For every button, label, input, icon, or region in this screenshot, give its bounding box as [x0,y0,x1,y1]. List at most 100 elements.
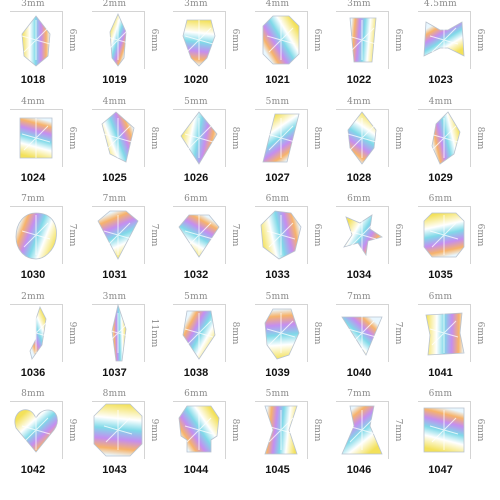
gem-card: 2mm 6mm 1019 [84,0,167,97]
gem-card: 5mm 8mm 1038 [165,292,248,390]
rhinestone-parallelogram-icon [255,110,307,166]
width-label: 3mm [184,0,208,9]
product-code: 1046 [346,464,372,476]
width-guide-line [417,206,470,207]
width-label: 5mm [184,96,208,107]
width-label: 6mm [428,389,453,399]
height-guide-line [143,206,145,264]
gem-card: 6mm 8mm 1044 [165,389,248,487]
gem-card: 8mm 9mm 1043 [84,389,167,487]
rhinestone-bell-icon [336,402,388,458]
width-label: 4mm [265,0,290,9]
width-label: 6mm [184,194,208,204]
product-code: 1023 [428,74,453,86]
rhinestone-rhombus-icon [173,110,225,166]
rhinestone-kite-icon [92,110,144,166]
height-label: 8mm [230,321,240,344]
rhinestone-square-wave-icon [418,305,470,361]
product-code: 1039 [265,366,290,379]
width-guide-line [417,401,470,402]
rhinestone-heart-round-icon [10,207,62,263]
width-label: 5mm [265,389,290,399]
product-code: 1026 [183,171,209,184]
width-label: 3mm [347,0,371,9]
height-guide-line [62,206,63,264]
gem-card: 4.5mm 6mm 1023 [410,0,493,97]
rhinestone-leaf-icon [418,110,470,166]
height-label: 8mm [311,418,322,442]
height-guide-line [225,108,226,167]
height-guide-line [225,11,226,69]
height-guide-line [388,206,389,264]
height-label: 6mm [474,321,485,344]
width-label: 8mm [21,389,45,399]
height-guide-line [469,11,471,69]
width-guide-line [10,108,62,110]
rhinestone-triangle-icon [336,305,388,361]
gem-card: 4mm 8mm 1025 [84,96,167,195]
product-code: 1033 [265,269,290,281]
width-label: 7mm [347,291,371,302]
height-label: 6mm [148,28,159,52]
width-label: 4mm [428,96,453,107]
product-code: 1018 [20,74,46,86]
width-guide-line [173,206,225,207]
width-label: 4.5mm [424,0,457,9]
rhinestone-diamond-icon [173,207,225,263]
width-guide-line [254,108,307,110]
rhinestone-bow-icon [418,12,470,68]
width-guide-line [254,206,307,207]
rhinestone-teardrop-icon [10,12,62,68]
rhinestone-skull-icon [173,402,225,458]
height-label: 6mm [311,223,322,247]
gem-card: 6mm 6mm 1041 [410,292,493,390]
width-guide-line [10,401,62,402]
product-code: 1028 [346,171,372,184]
product-code: 1029 [428,171,453,184]
height-guide-line [306,401,308,459]
height-label: 6mm [67,28,77,52]
height-label: 8mm [230,418,240,442]
width-guide-line [336,108,388,110]
gem-card: 3mm 6mm 1018 [2,0,85,97]
width-guide-line [91,108,144,110]
width-label: 6mm [265,194,290,204]
gem-card: 4mm 8mm 1029 [410,96,493,195]
gem-card: 4mm 6mm 1021 [247,0,330,97]
product-code: 1035 [428,269,453,281]
product-code: 1038 [183,366,209,379]
product-code: 1040 [346,366,372,379]
height-label: 9mm [67,321,77,344]
width-guide-line [417,303,470,305]
height-label: 8mm [311,126,322,149]
product-code: 1043 [102,464,127,476]
height-label: 6mm [393,223,403,247]
height-label: 8mm [148,126,159,149]
height-label: 6mm [393,28,403,52]
product-code: 1041 [428,366,453,379]
rhinestone-octagon-icon [255,12,307,68]
width-guide-line [173,11,225,12]
width-label: 5mm [265,96,290,107]
width-label: 3mm [102,291,127,302]
rhinestone-cushion-large-icon [92,402,144,458]
width-guide-line [10,303,62,305]
width-label: 5mm [265,291,290,302]
width-label: 4mm [347,96,371,107]
width-label: 3mm [21,0,45,9]
rhinestone-trillion-icon [92,207,144,263]
height-guide-line [225,303,226,362]
rhinestone-hourglass-icon [255,402,307,458]
gem-card: 5mm 8mm 1027 [247,96,330,195]
height-label: 8mm [393,126,403,149]
product-code: 1031 [102,269,127,281]
gem-card: 7mm 7mm 1040 [328,291,411,390]
width-guide-line [173,303,225,305]
height-guide-line [469,108,471,167]
product-code: 1032 [183,269,209,281]
height-label: 6mm [474,418,485,442]
width-label: 4mm [102,96,127,107]
height-guide-line [143,108,145,167]
width-label: 2mm [21,291,45,302]
